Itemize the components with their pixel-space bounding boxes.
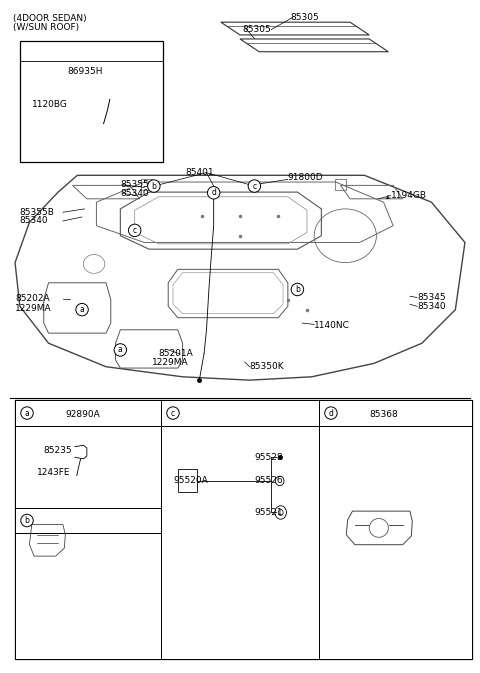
Bar: [161, 400, 319, 426]
Text: a: a: [80, 305, 84, 314]
Text: 85340: 85340: [417, 302, 446, 311]
Text: 85350K: 85350K: [250, 362, 284, 371]
Text: 95521: 95521: [254, 508, 283, 517]
Text: c: c: [252, 182, 256, 190]
Text: b: b: [295, 285, 300, 294]
Text: d: d: [211, 188, 216, 197]
Ellipse shape: [207, 186, 220, 199]
Ellipse shape: [114, 344, 127, 356]
Bar: [20, 41, 163, 162]
Text: 95528: 95528: [254, 453, 283, 462]
Ellipse shape: [248, 180, 261, 192]
Text: 85305: 85305: [242, 25, 271, 34]
Text: 1229MA: 1229MA: [152, 357, 188, 367]
Text: 85345: 85345: [417, 293, 446, 302]
Text: 92890A: 92890A: [65, 410, 100, 419]
Text: 86935H: 86935H: [68, 67, 103, 76]
Bar: [319, 400, 472, 426]
Text: b: b: [151, 182, 156, 190]
Ellipse shape: [324, 407, 337, 419]
Text: 85340: 85340: [120, 189, 149, 198]
Text: (4DOOR SEDAN): (4DOOR SEDAN): [12, 14, 86, 23]
Text: a: a: [118, 345, 123, 355]
Text: a: a: [24, 409, 29, 417]
Text: 1120BG: 1120BG: [32, 100, 68, 109]
Bar: [15, 533, 161, 659]
Text: (W/SUN ROOF): (W/SUN ROOF): [12, 23, 79, 32]
Bar: [178, 470, 197, 493]
Bar: [161, 426, 319, 659]
Text: 85201A: 85201A: [158, 349, 193, 358]
Ellipse shape: [129, 224, 141, 237]
Text: 85401: 85401: [185, 168, 214, 177]
Ellipse shape: [21, 514, 33, 527]
Text: 95520A: 95520A: [173, 476, 208, 485]
Bar: [15, 507, 161, 533]
Ellipse shape: [167, 407, 179, 419]
Text: 1229MA: 1229MA: [15, 304, 52, 313]
Ellipse shape: [21, 407, 33, 419]
Text: 85202A: 85202A: [15, 294, 49, 304]
Text: 85355B: 85355B: [20, 208, 55, 217]
Text: 91800D: 91800D: [288, 174, 324, 182]
Bar: [15, 400, 161, 426]
Bar: [15, 400, 472, 659]
Ellipse shape: [291, 283, 304, 295]
Bar: [319, 426, 472, 659]
Text: 1194GB: 1194GB: [391, 191, 427, 200]
Text: 1140NC: 1140NC: [314, 321, 350, 330]
Text: 1243FE: 1243FE: [36, 468, 70, 476]
Text: d: d: [328, 409, 334, 417]
Text: 85340: 85340: [20, 217, 48, 225]
Text: 85235: 85235: [44, 446, 72, 455]
Bar: [15, 426, 161, 533]
Ellipse shape: [148, 180, 160, 192]
Text: 95526: 95526: [254, 476, 283, 485]
Text: 85305: 85305: [290, 13, 319, 22]
Text: c: c: [132, 226, 137, 235]
Text: 85355: 85355: [120, 180, 149, 189]
Ellipse shape: [76, 304, 88, 316]
Text: c: c: [171, 409, 175, 417]
Text: b: b: [24, 516, 29, 525]
Text: 85368: 85368: [369, 410, 398, 419]
